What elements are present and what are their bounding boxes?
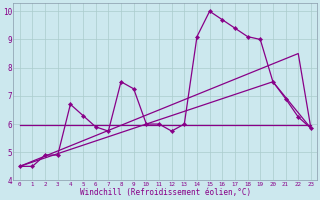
X-axis label: Windchill (Refroidissement éolien,°C): Windchill (Refroidissement éolien,°C) <box>80 188 251 197</box>
